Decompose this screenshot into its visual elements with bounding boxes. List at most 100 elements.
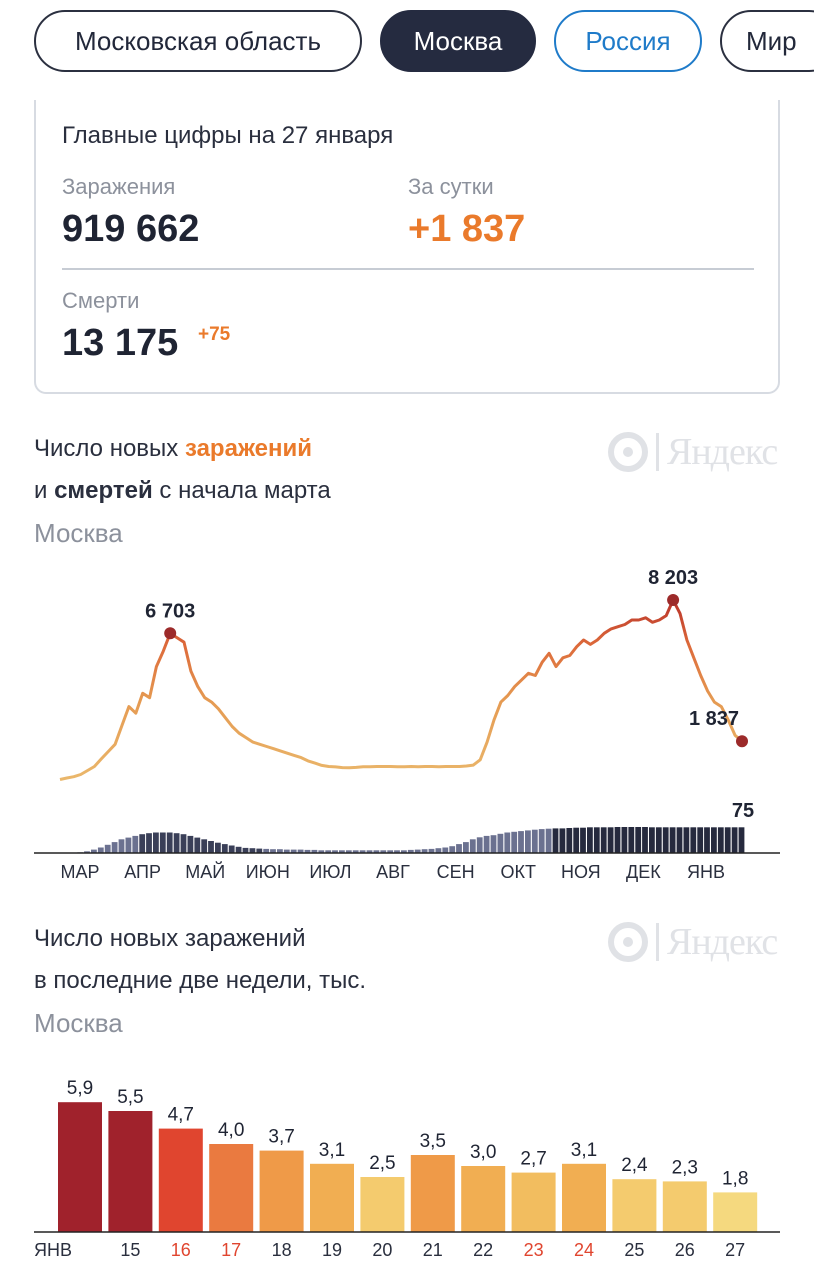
death-bar [421,849,428,853]
bar-value-label: 3,5 [420,1131,446,1152]
death-bar [428,848,435,853]
death-bar [683,827,690,853]
month-tick-label: АПР [124,862,161,882]
daily-bar [209,1144,254,1232]
daily-bar [562,1163,606,1232]
daily-bar [410,1155,455,1232]
chart1-title-l2-pre: и [34,477,55,504]
death-bar [607,827,614,853]
death-bar [463,842,469,853]
death-bar [318,850,325,853]
tab-russia[interactable]: Россия [554,10,702,72]
death-bar [235,846,242,853]
bar-category-label: 19 [322,1240,342,1260]
death-bar [194,837,201,853]
bar-value-label: 2,5 [369,1153,395,1174]
death-bar [711,827,717,853]
death-bar [221,844,228,853]
death-bar [552,828,559,853]
infections-value: 919 662 [62,208,200,250]
bar-value-label: 3,1 [319,1140,345,1161]
death-bar [649,827,655,853]
death-bar [531,829,538,853]
death-bar [290,849,297,853]
bar-value-label: 4,7 [168,1105,194,1126]
chart1-region: Москва [34,518,123,548]
death-bar [139,834,146,853]
death-bar [490,835,497,853]
chart2-region: Москва [34,1008,123,1038]
death-bar [325,850,332,853]
death-bar [676,827,683,853]
month-tick-label: АВГ [376,862,410,882]
death-bar [587,827,593,853]
infections-annotation: 8 203 [648,567,698,589]
death-bar [283,849,290,853]
infections-peak-marker [667,594,680,606]
chart1-title: Число новых заражений и смертей с начала… [34,428,331,512]
daily-bar [259,1150,304,1232]
month-tick-label: ИЮЛ [309,862,351,882]
death-bar [208,841,214,853]
deaths-value: 13 175 [62,322,179,364]
death-bar [311,849,318,853]
tab-moscow[interactable]: Москва [380,10,536,72]
infections-peak-marker [736,735,748,748]
death-bar [669,827,676,853]
bar-value-label: 2,3 [672,1157,698,1178]
death-bar [497,833,504,853]
bar-category-label: 22 [473,1240,493,1260]
chart2-title-l2: в последние две недели, тыс. [34,967,367,994]
death-bar [97,847,104,853]
deaths-delta: +75 [198,324,231,345]
infections-annotation: 1 837 [689,708,739,730]
death-bar [304,849,311,853]
summary-title: Главные цифры на 27 января [62,122,394,149]
chart1-title-pre: Число новых [34,435,185,462]
bar-value-label: 5,9 [67,1078,93,1099]
yandex-logo-icon [608,432,648,472]
death-bar [146,833,152,853]
bar-category-label: 27 [725,1240,745,1260]
bar-category-label: 26 [675,1240,695,1260]
daily-bar [58,1102,102,1232]
death-bar [414,849,421,853]
infections-peak-marker [164,627,177,640]
daily-bar [511,1172,556,1232]
death-bar [738,827,745,853]
death-bar [84,851,90,853]
death-bar [345,850,352,853]
tab-moscow-region[interactable]: Московская область [34,10,362,72]
death-bar [559,828,566,853]
bar-value-label: 1,8 [722,1168,748,1189]
death-bar [724,827,731,853]
death-bar [263,848,270,853]
death-bar [394,850,400,853]
death-bar [504,832,511,853]
deaths-annotation: 75 [732,800,754,822]
bar-value-label: 3,7 [268,1127,294,1148]
death-bar [401,850,407,853]
month-tick-label: НОЯ [561,862,601,882]
bar-value-label: 3,1 [571,1140,597,1161]
death-bar [215,842,221,853]
death-bar [511,831,518,853]
death-bar [373,850,380,853]
bar-value-label: 5,5 [117,1087,143,1108]
death-bar [297,849,304,853]
bar-category-label: ЯНВ [34,1240,72,1260]
yandex-logo-2-bar [656,923,659,961]
yandex-logo-text: Яндекс [667,431,778,473]
death-bar [407,849,414,853]
bar-value-label: 4,0 [218,1120,244,1141]
tab-world[interactable]: Мир [720,10,814,72]
daily-bar [310,1163,354,1232]
month-tick-label: ЯНВ [687,862,725,882]
death-bar [173,833,180,853]
death-bar [111,842,118,853]
bar-category-label: 25 [624,1240,644,1260]
chart1-title-highlight: заражений [184,435,312,462]
death-bar [166,832,173,853]
death-bar [704,827,710,853]
bar-category-label: 18 [272,1240,292,1260]
